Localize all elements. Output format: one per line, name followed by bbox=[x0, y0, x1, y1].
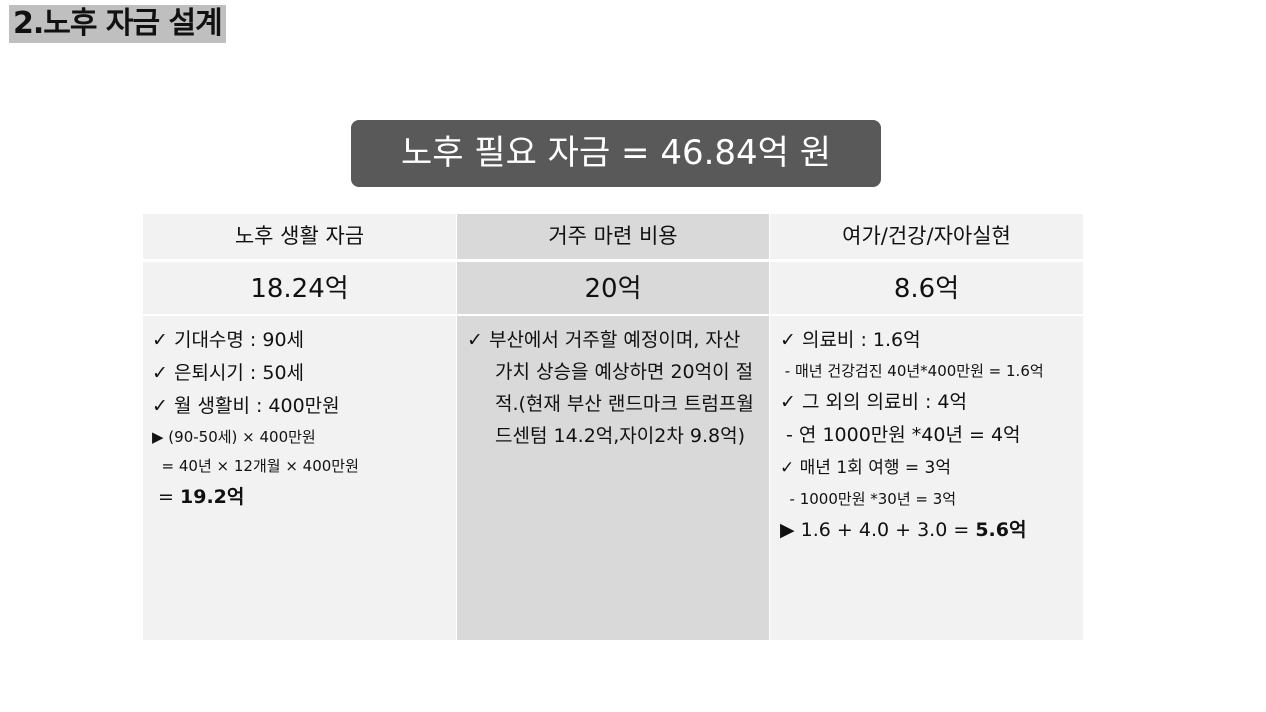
value-housing-cost: 20억 bbox=[457, 262, 769, 314]
list-item: ✓ 그 외의 의료비 : 4억 bbox=[780, 391, 967, 413]
page-title: 2.노후 자금 설계 bbox=[9, 5, 226, 43]
list-item: 적.(현재 부산 랜드마크 트럼프월 bbox=[495, 393, 754, 415]
list-item: - 연 1000만원 *40년 = 4억 bbox=[780, 424, 1021, 446]
result-value: 5.6억 bbox=[975, 519, 1027, 541]
living-funds-details: ✓ 기대수명 : 90세 ✓ 은퇴시기 : 50세 ✓ 월 생활비 : 400만… bbox=[143, 316, 456, 640]
result-value: 19.2억 bbox=[180, 486, 245, 508]
list-item: - 1000만원 *30년 = 3억 bbox=[780, 490, 957, 508]
header-housing-cost: 거주 마련 비용 bbox=[457, 214, 769, 259]
equals: = bbox=[152, 486, 180, 508]
leisure-health-details: ✓ 의료비 : 1.6억 - 매년 건강검진 40년*400만원 = 1.6억 … bbox=[770, 316, 1083, 640]
value-leisure-health: 8.6억 bbox=[770, 262, 1083, 314]
list-item: ✓ 은퇴시기 : 50세 bbox=[152, 362, 305, 384]
list-item: ▶ 1.6 + 4.0 + 3.0 = 5.6억 bbox=[780, 514, 1083, 547]
list-item: 드센텀 14.2억,자이2차 9.8억) bbox=[495, 425, 745, 447]
header-leisure-health: 여가/건강/자아실현 bbox=[770, 214, 1083, 259]
header-living-funds: 노후 생활 자금 bbox=[143, 214, 456, 259]
total-required-funds-banner: 노후 필요 자금 = 46.84억 원 bbox=[351, 120, 881, 187]
list-item: ✓ 부산에서 거주할 예정이며, 자산 bbox=[467, 329, 741, 351]
value-living-funds: 18.24억 bbox=[143, 262, 456, 314]
list-item: = 19.2억 bbox=[152, 481, 456, 514]
sum-expression: ▶ 1.6 + 4.0 + 3.0 = bbox=[780, 519, 976, 541]
list-item: - 매년 건강검진 40년*400만원 = 1.6억 bbox=[780, 362, 1044, 380]
list-item: ✓ 매년 1회 여행 = 3억 bbox=[780, 458, 951, 478]
list-item: ✓ 의료비 : 1.6억 bbox=[780, 329, 921, 351]
list-item: ✓ 기대수명 : 90세 bbox=[152, 329, 305, 351]
list-item: 가치 상승을 예상하면 20억이 절 bbox=[495, 361, 754, 383]
housing-cost-details: ✓ 부산에서 거주할 예정이며, 자산 가치 상승을 예상하면 20억이 절 적… bbox=[457, 316, 769, 640]
list-item: ▶ (90-50세) × 400만원 bbox=[152, 428, 316, 446]
list-item: = 40년 × 12개월 × 400만원 bbox=[152, 457, 359, 475]
list-item: ✓ 월 생활비 : 400만원 bbox=[152, 395, 340, 417]
